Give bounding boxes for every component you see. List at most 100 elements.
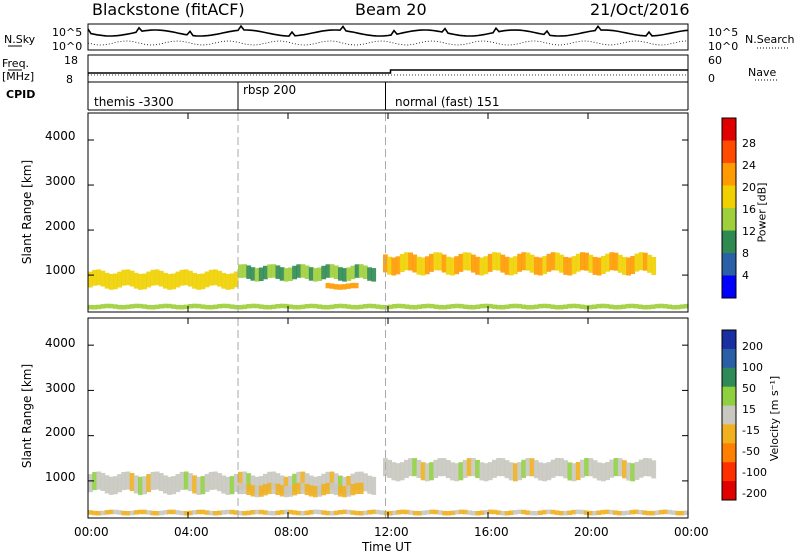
- power-data-cell: [258, 304, 264, 309]
- power-data-cell: [221, 272, 227, 289]
- power-data-cell: [363, 265, 368, 279]
- power-data-cell: [592, 256, 598, 275]
- velocity-data-cell: [229, 509, 235, 515]
- power-data-cell: [629, 303, 635, 309]
- velocity-data-cell: [613, 510, 618, 515]
- power-data-cell: [242, 304, 247, 310]
- power-data-cell: [138, 274, 143, 290]
- velocity-data-cell: [192, 510, 197, 515]
- velocity-data-cell: [283, 486, 289, 498]
- power-data-cell: [626, 257, 631, 276]
- velocity-data-cell: [504, 460, 510, 479]
- velocity-data-cell: [604, 509, 610, 515]
- velocity-data-cell: [525, 510, 531, 515]
- power-data-cell: [342, 303, 347, 309]
- power-data-cell: [308, 303, 314, 309]
- velocity-data-cell: [275, 510, 281, 516]
- power-data-cell: [250, 303, 256, 309]
- power-data-cell: [533, 304, 539, 309]
- velocity-data-cell: [454, 510, 460, 515]
- velocity-data-cell: [513, 463, 518, 482]
- power-data-cell: [154, 304, 160, 310]
- power-data-cell: [192, 272, 197, 289]
- power-data-cell: [567, 303, 572, 309]
- velocity-data-cell: [592, 460, 598, 479]
- velocity-data-cell: [475, 511, 481, 516]
- power-data-cell: [517, 253, 522, 272]
- velocity-colorbar-tick: 100: [742, 361, 763, 374]
- power-data-cell: [450, 304, 456, 309]
- power-data-cell: [346, 267, 352, 281]
- power-data-cell: [651, 257, 657, 275]
- velocity-data-cell: [333, 473, 339, 492]
- velocity-data-cell: [622, 460, 627, 479]
- power-data-cell: [617, 304, 622, 310]
- velocity-data-cell: [396, 510, 402, 515]
- power-data-cell: [387, 256, 392, 275]
- velocity-data-cell: [258, 509, 264, 515]
- power-data-cell: [408, 304, 414, 310]
- velocity-data-cell: [200, 509, 206, 515]
- velocity-data-cell: [441, 458, 447, 477]
- power-data-cell: [500, 254, 506, 273]
- velocity-data-cell: [438, 510, 443, 515]
- power-data-cell: [196, 274, 202, 290]
- power-data-cell: [466, 252, 472, 271]
- y-tick: 2000: [45, 219, 76, 233]
- power-data-cell: [204, 271, 210, 288]
- freq-unit: [MHz]: [2, 70, 35, 83]
- power-data-cell: [420, 257, 426, 276]
- velocity-data-cell: [533, 460, 539, 479]
- power-data-cell: [167, 303, 172, 309]
- power-data-cell: [412, 254, 418, 273]
- velocity-data-cell: [225, 509, 231, 515]
- power-data-cell: [445, 256, 451, 275]
- velocity-data-cell: [601, 463, 606, 482]
- power-data-cell: [625, 303, 631, 309]
- power-data-cell: [513, 303, 518, 309]
- velocity-data-cell: [267, 510, 272, 516]
- power-data-cell: [346, 304, 352, 309]
- velocity-data-cell: [433, 459, 439, 478]
- velocity-data-cell: [683, 510, 689, 515]
- velocity-data-cell: [213, 471, 218, 490]
- velocity-data-cell: [300, 511, 306, 516]
- velocity-data-cell: [296, 482, 302, 495]
- power-colorbar-swatch: [722, 118, 736, 141]
- velocity-data-cell: [392, 510, 397, 516]
- velocity-data-cell: [104, 475, 110, 494]
- velocity-data-cell: [192, 475, 197, 494]
- power-data-cell: [546, 253, 552, 272]
- velocity-colorbar-swatch: [722, 462, 736, 482]
- velocity-data-cell: [638, 509, 643, 515]
- power-data-cell: [622, 256, 627, 275]
- power-data-cell: [371, 268, 377, 282]
- power-data-cell: [104, 303, 110, 309]
- freq-label: Freq.: [2, 57, 30, 70]
- power-data-cell: [146, 304, 152, 310]
- power-data-cell: [546, 303, 552, 309]
- velocity-data-cell: [271, 471, 277, 490]
- velocity-data-cell: [188, 473, 193, 492]
- velocity-data-cell: [196, 509, 202, 515]
- velocity-data-cell: [338, 510, 343, 515]
- power-data-cell: [479, 257, 485, 276]
- power-data-cell: [104, 272, 110, 289]
- power-data-cell: [158, 270, 164, 287]
- velocity-data-cell: [363, 473, 368, 492]
- power-data-cell: [229, 273, 235, 290]
- power-data-cell: [100, 304, 106, 309]
- power-data-cell: [313, 303, 318, 309]
- velocity-data-cell: [429, 509, 435, 515]
- velocity-data-cell: [454, 463, 460, 482]
- velocity-data-cell: [354, 471, 360, 490]
- velocity-colorbar-label: Velocity [m s⁻¹]: [768, 375, 782, 462]
- power-data-cell: [246, 304, 252, 309]
- power-data-cell: [133, 272, 139, 289]
- power-data-cell: [446, 304, 452, 309]
- velocity-data-cell: [596, 510, 602, 515]
- velocity-data-cell: [596, 462, 602, 481]
- power-data-cell: [217, 270, 222, 287]
- power-data-cell: [117, 304, 122, 310]
- velocity-data-cell: [158, 510, 164, 516]
